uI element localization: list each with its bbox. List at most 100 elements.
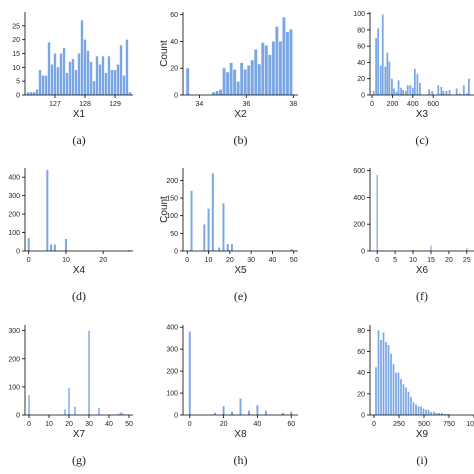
histogram-bar — [119, 45, 123, 95]
histogram-bar — [430, 245, 432, 251]
histogram-bar — [27, 238, 30, 251]
histogram-bar — [74, 70, 78, 95]
histogram-bar — [415, 404, 417, 415]
y-tick-label: 400 — [353, 195, 365, 202]
x-tick-label: 20 — [226, 257, 234, 264]
histogram-bar — [214, 412, 217, 415]
panel-letter: (c) — [415, 133, 428, 147]
histogram-bar — [438, 412, 440, 415]
histogram-bar — [442, 90, 445, 95]
histogram-bar — [402, 384, 405, 415]
histogram-bar — [410, 397, 412, 415]
histogram-bar — [386, 52, 389, 95]
x-tick-label: 40 — [254, 421, 262, 428]
histogram-bar — [375, 38, 377, 95]
histogram-bar — [261, 42, 265, 95]
y-tick-label: 150 — [166, 196, 178, 203]
y-tick-label: 20 — [170, 66, 178, 73]
y-tick-label: 40 — [170, 39, 178, 46]
y-tick-label: 15 — [12, 51, 20, 58]
x-tick-label: 200 — [387, 101, 399, 108]
histogram-bar — [186, 68, 190, 95]
histogram-panel-x8: 0 100 200 300 400 0 20 40 60 X8 (h) — [166, 325, 298, 467]
histogram-bar — [393, 88, 395, 95]
histogram-bar — [380, 339, 382, 415]
histogram-bar — [445, 90, 448, 95]
histogram-bar — [256, 405, 259, 415]
y-tick-label: 40 — [357, 370, 365, 377]
histogram-panel-x1: 0 5 10 15 20 25 127 128 129 X1 (a) — [12, 12, 133, 147]
x-tick-label: 15 — [427, 257, 435, 264]
histogram-bar — [290, 249, 293, 251]
histogram-bar — [428, 89, 431, 95]
histogram-bar — [413, 68, 416, 95]
y-tick-label: 60 — [170, 12, 178, 19]
y-tick-label: 300 — [8, 328, 20, 335]
x-tick-label: 0 — [370, 101, 374, 108]
histogram-bar — [226, 72, 230, 95]
histogram-bar — [207, 208, 210, 251]
histogram-bar — [437, 85, 440, 95]
histogram-bar — [107, 56, 111, 95]
x-axis-label: X6 — [416, 265, 429, 276]
histogram-bar — [240, 62, 244, 95]
y-tick-label: 0 — [16, 249, 20, 256]
bars — [27, 169, 131, 251]
x-axis-label: X1 — [73, 109, 86, 120]
histogram-bar — [239, 398, 242, 415]
histogram-bar — [400, 87, 402, 95]
histogram-bar — [264, 410, 267, 415]
bars — [376, 174, 468, 251]
histogram-bar — [243, 69, 247, 95]
histogram-bar — [417, 406, 420, 415]
x-tick-label: 38 — [289, 101, 297, 108]
y-tick-label: 200 — [8, 212, 20, 219]
histogram-bar — [458, 93, 461, 95]
x-tick-label: 10 — [45, 421, 53, 428]
y-tick-label: 200 — [8, 356, 20, 363]
histogram-bar — [215, 90, 219, 95]
panel-letter: (g) — [72, 453, 86, 467]
histogram-bar — [56, 67, 60, 95]
histogram-bar — [62, 47, 66, 95]
panel-letter: (b) — [234, 133, 248, 147]
x-tick-label: 500 — [418, 421, 430, 428]
histogram-bar — [264, 45, 268, 95]
histogram-bar — [390, 353, 392, 415]
histogram-bar — [53, 244, 56, 251]
y-tick-label: 100 — [166, 213, 178, 220]
histogram-bar — [218, 247, 221, 251]
histogram-bar — [222, 203, 225, 251]
histogram-bar — [444, 413, 446, 415]
y-tick-label: 60 — [357, 349, 365, 356]
histogram-bar — [89, 61, 93, 95]
y-tick-label: 100 — [166, 391, 178, 398]
histogram-bar — [275, 26, 279, 95]
x-tick-label: 0 — [27, 421, 31, 428]
histogram-bar — [412, 249, 414, 251]
x-axis-label: X4 — [73, 265, 86, 276]
histogram-bar — [416, 73, 419, 95]
y-tick-label: 0 — [174, 93, 178, 100]
histogram-bar — [385, 341, 387, 415]
histogram-bar — [77, 53, 81, 95]
histogram-bar — [44, 75, 48, 95]
x-tick-label: 20 — [99, 257, 107, 264]
x-tick-label: 0 — [27, 257, 31, 264]
histogram-bar — [231, 411, 234, 415]
histogram-bar — [28, 395, 30, 415]
histogram-bar — [404, 90, 407, 95]
histogram-bar — [41, 75, 45, 95]
histogram-bar — [466, 248, 468, 251]
histogram-bar — [420, 406, 422, 415]
histogram-bar — [419, 82, 421, 95]
x-axis-label: X2 — [234, 109, 247, 120]
histogram-bar — [222, 68, 226, 95]
y-axis-label: Count — [159, 40, 170, 67]
y-tick-label: 50 — [170, 231, 178, 238]
histogram-bar — [128, 92, 132, 95]
histogram-bar — [395, 372, 397, 415]
histogram-bar — [465, 93, 468, 95]
